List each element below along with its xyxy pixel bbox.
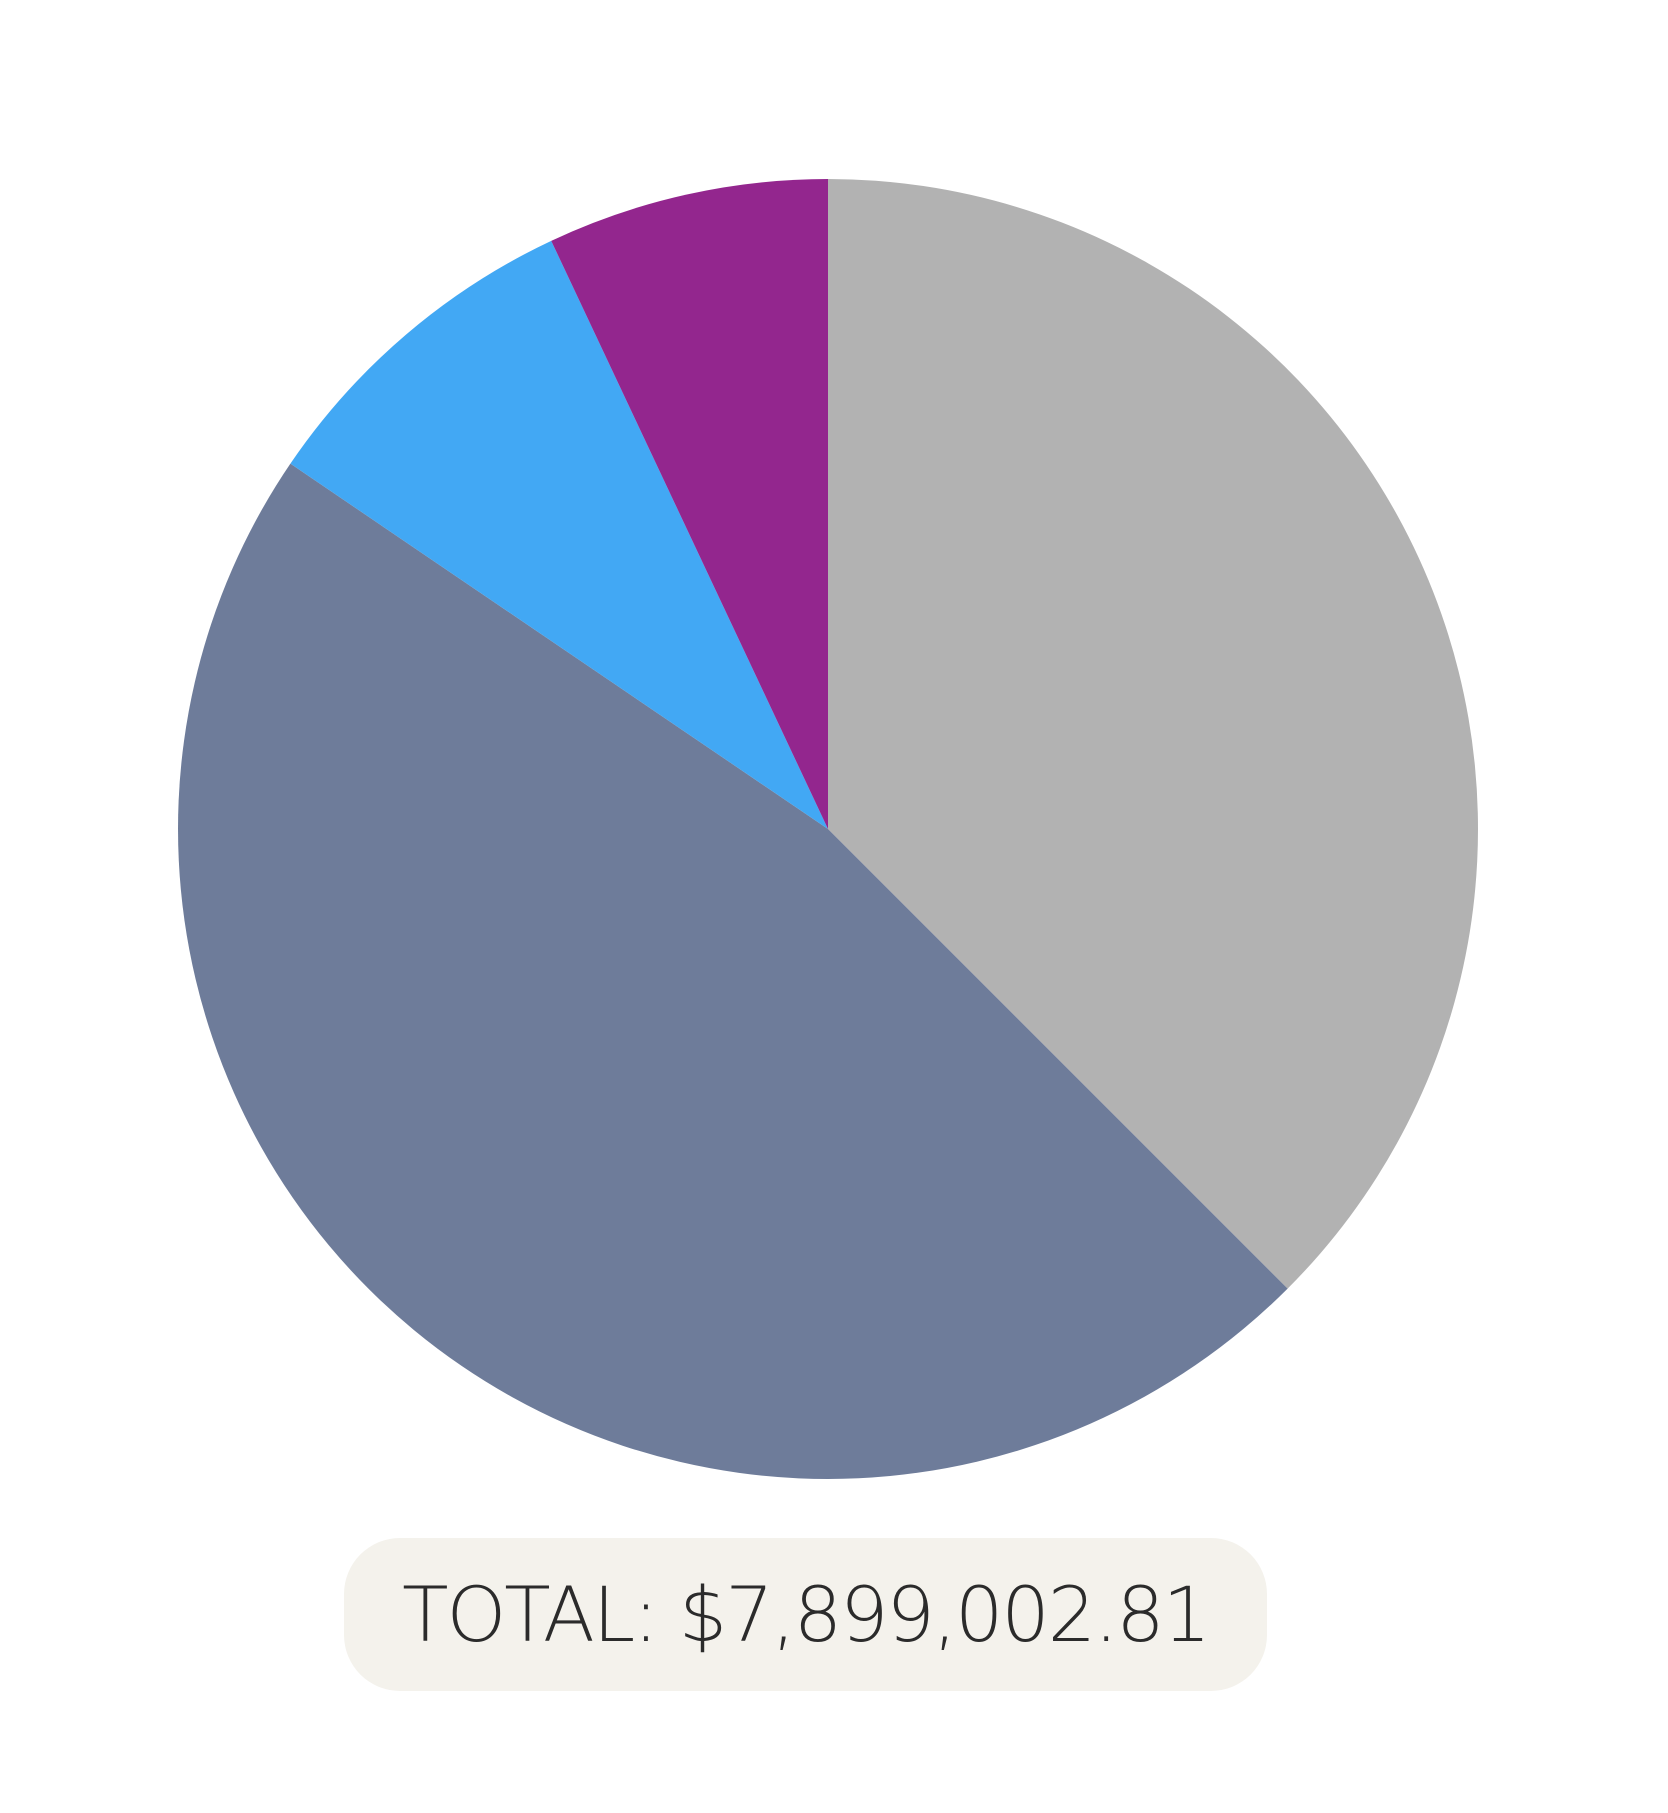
pie-slice-3 — [290, 240, 828, 830]
pie-slices — [178, 179, 1479, 1479]
pie-slice-2 — [178, 463, 1288, 1479]
total-badge: TOTAL: $7,899,002.81 — [344, 1538, 1267, 1691]
pie-slice-4 — [551, 179, 828, 829]
total-label: TOTAL: $7,899,002.81 — [402, 1570, 1211, 1659]
pie-slice-1 — [828, 179, 1479, 1289]
